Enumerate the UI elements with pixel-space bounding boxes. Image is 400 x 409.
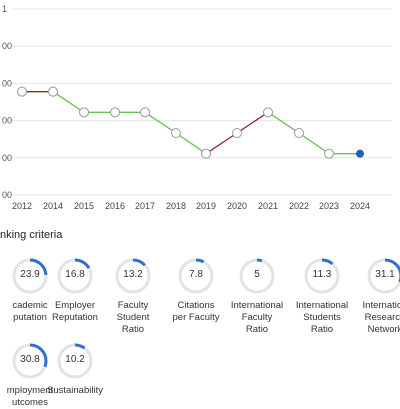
data-point (171, 128, 181, 138)
rank-history-chart: 1 00 00 00 00 00 2012 2014 2015 2016 2017 2018 2019… (2, 4, 392, 211)
line-segment (205, 132, 238, 155)
x-tick-label: 2023 (319, 201, 339, 211)
data-point (201, 148, 211, 159)
y-tick-label: 1 (2, 4, 7, 14)
x-tick-label: 2014 (43, 201, 63, 211)
y-tick-label: 00 (2, 153, 12, 163)
ranking-criteria-title: nking criteria (0, 229, 63, 241)
criterion-value: 23.9 (20, 269, 40, 280)
line-segment (52, 91, 85, 113)
criterion-ring (115, 258, 151, 294)
data-point (324, 148, 334, 159)
criterion-ring (12, 258, 48, 294)
x-tick-label: 2016 (105, 201, 125, 211)
ring-fill (57, 343, 93, 379)
ring-fill (367, 258, 400, 294)
x-tick-label: 2022 (289, 201, 309, 211)
criterion-ring (57, 343, 93, 379)
criterion-label: International Faculty Ratio (230, 300, 284, 335)
line-segment (236, 111, 269, 134)
line-segment (267, 111, 300, 134)
line-segment (144, 111, 177, 134)
criterion-value: 5 (254, 269, 260, 280)
ring-fill (12, 343, 48, 379)
x-tick-label: 2021 (258, 201, 278, 211)
y-axis-ticks: 1 00 00 00 00 00 (2, 4, 12, 200)
x-axis-ticks: 2012 2014 2015 2016 2017 2018 2019 2020 2021 2022… (12, 201, 370, 211)
chart-points (17, 86, 364, 159)
x-tick-label: 2015 (74, 201, 94, 211)
data-point (17, 86, 27, 97)
x-tick-label: 2018 (166, 201, 186, 211)
criterion-label: Sustainability (47, 385, 103, 396)
criterion-value: 16.8 (65, 269, 85, 280)
data-point (232, 128, 242, 138)
criterion-label: Citations per Faculty (172, 300, 220, 323)
criterion-value: 11.3 (312, 269, 332, 280)
y-tick-label: 00 (2, 116, 12, 126)
data-point (48, 86, 58, 97)
ring-fill (57, 258, 93, 294)
ring-fill (12, 258, 48, 294)
criterion-label: International Students Ratio (295, 300, 349, 335)
criterion-label: cademic putation (12, 300, 48, 323)
criterion-value: 13.2 (123, 269, 143, 280)
criterion-label: Faculty Student Ratio (116, 300, 150, 335)
criterion-value: 30.8 (20, 354, 40, 365)
chart-grid (12, 8, 392, 196)
data-point (110, 107, 120, 118)
criterion-value: 31.1 (375, 269, 395, 280)
x-tick-label: 2024 (350, 201, 370, 211)
ring-fill (115, 258, 151, 294)
data-point (294, 128, 304, 138)
criterion-label: Employer Reputation (52, 300, 98, 323)
criterion-value: 10.2 (65, 354, 85, 365)
criterion-ring (367, 258, 400, 294)
criterion-ring (239, 258, 275, 294)
ring-fill (239, 258, 275, 294)
x-tick-label: 2017 (135, 201, 155, 211)
data-point (79, 107, 89, 118)
ring-fill (304, 258, 340, 294)
data-point (263, 107, 273, 118)
criterion-ring (304, 258, 340, 294)
line-segment (175, 132, 207, 155)
criterion-label: InternationResearchNetwork (362, 300, 400, 335)
x-tick-label: 2019 (196, 201, 216, 211)
data-point (356, 149, 364, 158)
criterion-ring (178, 258, 214, 294)
line-segment (298, 132, 330, 155)
ring-fill (178, 258, 214, 294)
data-point (140, 107, 150, 118)
criterion-ring (57, 258, 93, 294)
y-tick-label: 00 (2, 190, 12, 200)
chart-line-segments (22, 91, 360, 155)
criterion-ring (12, 343, 48, 379)
criterion-value: 7.8 (189, 269, 203, 280)
x-tick-label: 2012 (12, 201, 32, 211)
y-tick-label: 00 (2, 41, 12, 51)
x-tick-label: 2020 (227, 201, 247, 211)
y-tick-label: 00 (2, 78, 12, 88)
